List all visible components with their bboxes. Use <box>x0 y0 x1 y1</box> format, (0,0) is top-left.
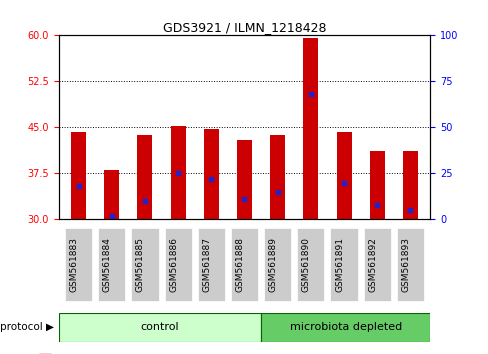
Text: GSM561891: GSM561891 <box>334 237 344 292</box>
FancyBboxPatch shape <box>363 228 390 301</box>
Text: GSM561892: GSM561892 <box>367 237 376 292</box>
Point <box>273 189 281 195</box>
Text: control: control <box>141 322 179 332</box>
Bar <box>104 170 119 219</box>
FancyBboxPatch shape <box>396 228 423 301</box>
Point <box>75 183 82 189</box>
Bar <box>303 39 318 219</box>
Text: GSM561890: GSM561890 <box>301 237 310 292</box>
FancyBboxPatch shape <box>264 228 291 301</box>
Text: protocol ▶: protocol ▶ <box>0 322 54 332</box>
Text: GSM561886: GSM561886 <box>169 237 178 292</box>
FancyBboxPatch shape <box>164 228 191 301</box>
Bar <box>369 151 384 219</box>
Point <box>306 91 314 97</box>
Text: GSM561885: GSM561885 <box>136 237 144 292</box>
FancyBboxPatch shape <box>297 228 324 301</box>
Text: GSM561887: GSM561887 <box>202 237 211 292</box>
Bar <box>336 132 351 219</box>
Text: GSM561889: GSM561889 <box>268 237 277 292</box>
Bar <box>170 126 185 219</box>
Bar <box>261 313 429 342</box>
FancyBboxPatch shape <box>197 228 224 301</box>
Bar <box>237 140 251 219</box>
Bar <box>137 135 152 219</box>
Text: GSM561888: GSM561888 <box>235 237 244 292</box>
FancyBboxPatch shape <box>65 228 92 301</box>
Bar <box>203 129 218 219</box>
Point <box>207 176 215 182</box>
Title: GDS3921 / ILMN_1218428: GDS3921 / ILMN_1218428 <box>163 21 325 34</box>
Bar <box>71 132 86 219</box>
Text: GSM561893: GSM561893 <box>401 237 409 292</box>
Text: microbiota depleted: microbiota depleted <box>289 322 401 332</box>
Point <box>141 198 148 204</box>
FancyBboxPatch shape <box>230 228 258 301</box>
Point <box>174 171 182 176</box>
FancyBboxPatch shape <box>98 228 125 301</box>
Bar <box>270 135 285 219</box>
Point <box>406 207 413 213</box>
Point <box>372 202 380 207</box>
Point <box>108 213 116 219</box>
Text: GSM561884: GSM561884 <box>102 237 112 292</box>
Bar <box>59 313 261 342</box>
Point <box>340 180 347 185</box>
FancyBboxPatch shape <box>330 228 357 301</box>
Point <box>240 196 248 202</box>
Text: GSM561883: GSM561883 <box>69 237 79 292</box>
Bar <box>402 151 417 219</box>
FancyBboxPatch shape <box>131 228 158 301</box>
